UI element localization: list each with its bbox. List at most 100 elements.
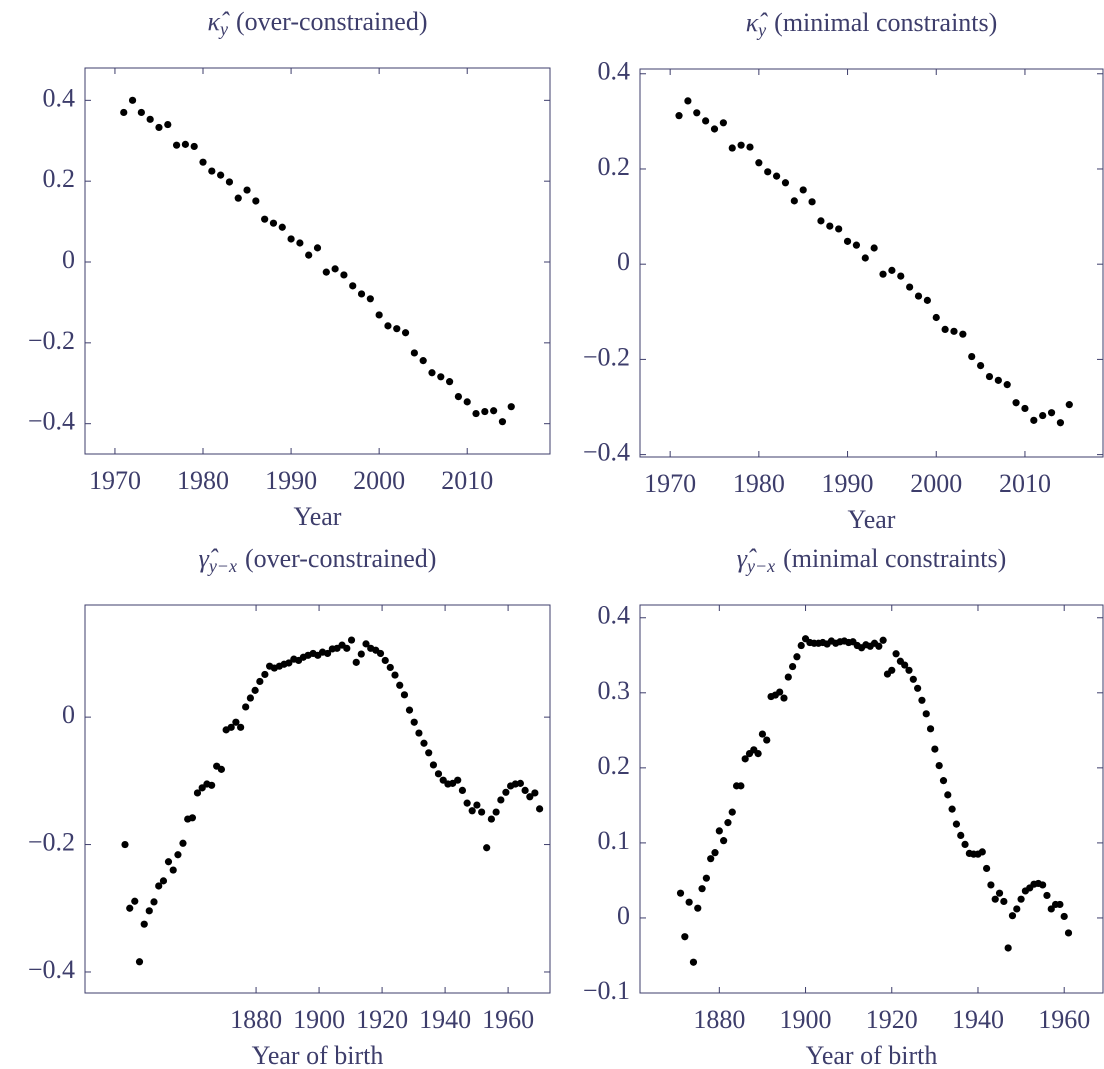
point — [939, 777, 948, 785]
point — [922, 710, 930, 718]
x-tick-label: 2010 — [999, 469, 1051, 498]
point — [781, 179, 790, 187]
x-tick-label: 1940 — [952, 1005, 1004, 1034]
point — [227, 723, 235, 731]
point — [952, 820, 961, 828]
point — [776, 688, 784, 696]
point — [935, 762, 943, 770]
plot-frame — [84, 604, 551, 994]
y-tick-label: 0.4 — [43, 83, 76, 112]
panel: γ̂y−x (over-constrained)1880 1900 1920 1940 1… — [28, 544, 551, 1069]
point — [362, 640, 370, 648]
point — [1003, 381, 1011, 389]
point — [478, 808, 486, 816]
point — [463, 398, 471, 406]
point — [137, 108, 145, 117]
point — [343, 644, 351, 652]
x-tick-label: 1960 — [482, 1005, 534, 1034]
point — [994, 376, 1002, 384]
point — [349, 282, 357, 290]
y-tick-label: 0 — [62, 700, 75, 729]
point — [401, 329, 410, 337]
point — [305, 251, 313, 259]
point — [169, 866, 177, 874]
point — [931, 745, 939, 753]
panel: γ̂y−x (minimal constraints)1880 1900 1920 19… — [583, 544, 1104, 1069]
point — [707, 855, 715, 863]
point — [1064, 929, 1073, 937]
point — [384, 322, 392, 330]
panel: κ̂y (over-constrained)1970 1980 1990 2000 201… — [28, 7, 551, 531]
point — [710, 125, 719, 133]
point — [1043, 891, 1051, 900]
point — [780, 694, 788, 702]
point — [926, 725, 935, 733]
point — [1047, 409, 1056, 417]
point — [968, 352, 976, 361]
point — [498, 418, 507, 426]
chart-title: γ̂y−x (minimal constraints) — [737, 544, 1007, 576]
point — [909, 675, 917, 683]
point — [261, 215, 269, 223]
point — [772, 172, 781, 180]
point — [131, 897, 139, 905]
point — [1017, 895, 1025, 903]
point — [164, 858, 173, 866]
y-tick-label: −0.4 — [28, 955, 75, 984]
x-axis-label: Year of birth — [252, 1041, 384, 1069]
x-tick-label: 1920 — [866, 1005, 918, 1034]
point — [146, 115, 154, 123]
y-tick-label: 0 — [62, 245, 75, 274]
point — [861, 254, 869, 262]
point — [737, 141, 745, 149]
point — [888, 266, 896, 274]
point — [763, 736, 771, 744]
point — [237, 723, 245, 731]
point — [702, 874, 710, 882]
x-tick-label: 1980 — [177, 466, 229, 495]
point — [536, 805, 544, 813]
point — [983, 864, 991, 873]
point — [1008, 912, 1017, 920]
point — [950, 327, 958, 335]
point — [225, 178, 234, 186]
point — [145, 907, 153, 915]
point — [246, 694, 254, 702]
y-tick-label: −0.4 — [583, 438, 630, 467]
point — [150, 898, 158, 906]
point — [948, 805, 956, 813]
point — [1056, 900, 1064, 909]
point — [155, 123, 163, 132]
point — [454, 393, 463, 401]
point — [242, 703, 250, 711]
point — [217, 171, 225, 179]
point — [957, 831, 965, 839]
x-tick-label: 1900 — [293, 1005, 345, 1034]
point — [897, 272, 905, 280]
title-subscript: y−x — [745, 556, 775, 576]
point — [684, 97, 692, 105]
point — [232, 718, 240, 726]
point — [918, 696, 926, 704]
point — [366, 295, 374, 303]
point — [181, 140, 189, 148]
point — [941, 325, 949, 334]
point — [446, 378, 454, 386]
x-tick-label: 1980 — [733, 469, 785, 498]
point — [906, 283, 914, 291]
point — [784, 673, 792, 681]
point — [976, 361, 985, 370]
point — [755, 159, 763, 167]
point — [875, 642, 883, 650]
point — [826, 222, 834, 230]
point — [375, 311, 383, 319]
point — [256, 677, 264, 686]
point — [702, 117, 710, 125]
point — [497, 796, 505, 804]
point — [420, 739, 428, 747]
point — [428, 369, 436, 377]
chart-title: γ̂y−x (over-constrained) — [199, 544, 437, 576]
point — [526, 793, 534, 801]
point — [188, 814, 197, 822]
